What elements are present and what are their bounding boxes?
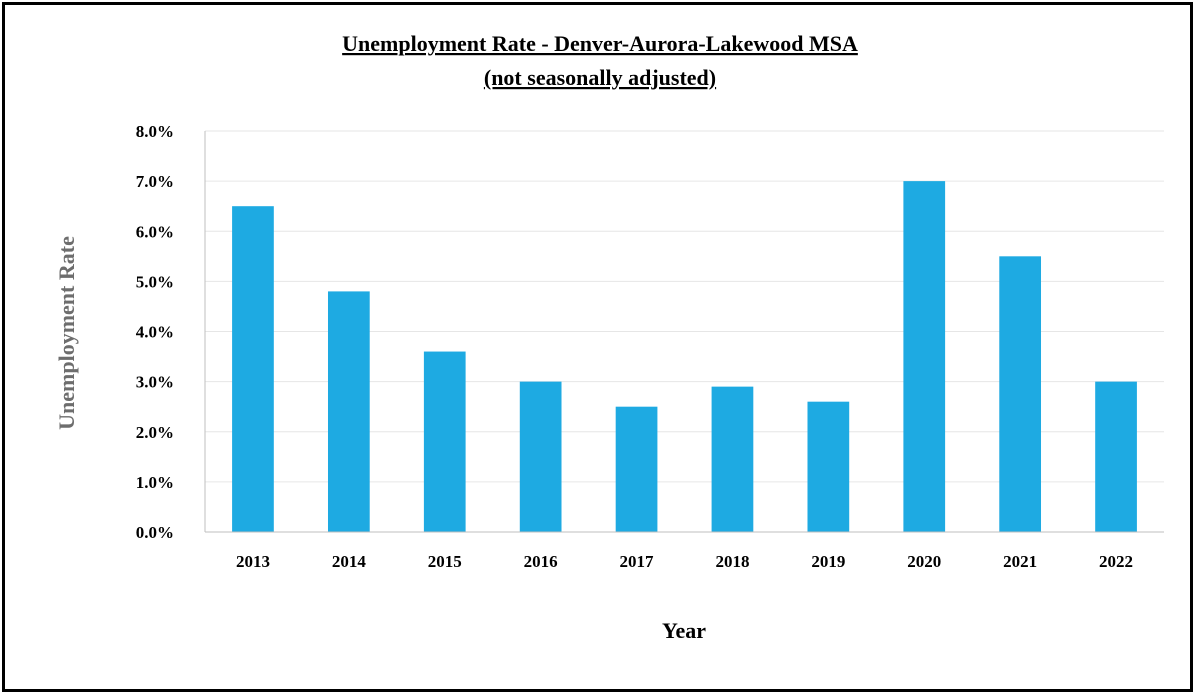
bar-2014 — [327, 291, 370, 532]
x-tick-label: 2020 — [907, 552, 941, 571]
bar-2021 — [999, 256, 1042, 532]
bar-2018 — [711, 386, 754, 532]
bar-2020 — [903, 181, 946, 532]
bar-2019 — [807, 401, 850, 532]
x-tick-labels: 2013 2014 2015 2016 2017 2018 2019 2020 2021 2022 — [236, 552, 1133, 571]
y-tick-label: 0.0% — [136, 523, 174, 542]
x-axis-label: Year — [662, 618, 706, 643]
y-axis-label: Unemployment Rate — [54, 236, 79, 430]
chart-title-line-2: (not seasonally adjusted) — [484, 65, 716, 90]
y-tick-label: 7.0% — [136, 172, 174, 191]
chart-title-line-1: Unemployment Rate - Denver-Aurora-Lakewo… — [342, 31, 858, 56]
y-tick-label: 4.0% — [136, 323, 174, 342]
y-tick-label: 1.0% — [136, 473, 174, 492]
bars — [232, 181, 1137, 532]
bar-2017 — [615, 406, 658, 532]
x-tick-label: 2018 — [715, 552, 749, 571]
x-tick-label: 2013 — [236, 552, 270, 571]
bar-2022 — [1095, 381, 1137, 532]
bar-2013 — [232, 206, 274, 532]
x-tick-label: 2016 — [524, 552, 558, 571]
y-tick-label: 2.0% — [136, 423, 174, 442]
y-tick-label: 5.0% — [136, 272, 174, 291]
bar-2015 — [423, 351, 466, 532]
y-tick-label: 6.0% — [136, 222, 174, 241]
x-tick-label: 2022 — [1099, 552, 1133, 571]
x-tick-label: 2015 — [428, 552, 462, 571]
x-tick-label: 2021 — [1003, 552, 1037, 571]
y-tick-label: 3.0% — [136, 373, 174, 392]
x-tick-label: 2017 — [620, 552, 655, 571]
x-tick-label: 2019 — [811, 552, 845, 571]
x-tick-label: 2014 — [332, 552, 367, 571]
y-tick-labels: 0.0% 1.0% 2.0% 3.0% 4.0% 5.0% 6.0% 7.0% 8.0% — [136, 122, 174, 542]
y-tick-label: 8.0% — [136, 122, 174, 141]
bar-2016 — [519, 381, 562, 532]
